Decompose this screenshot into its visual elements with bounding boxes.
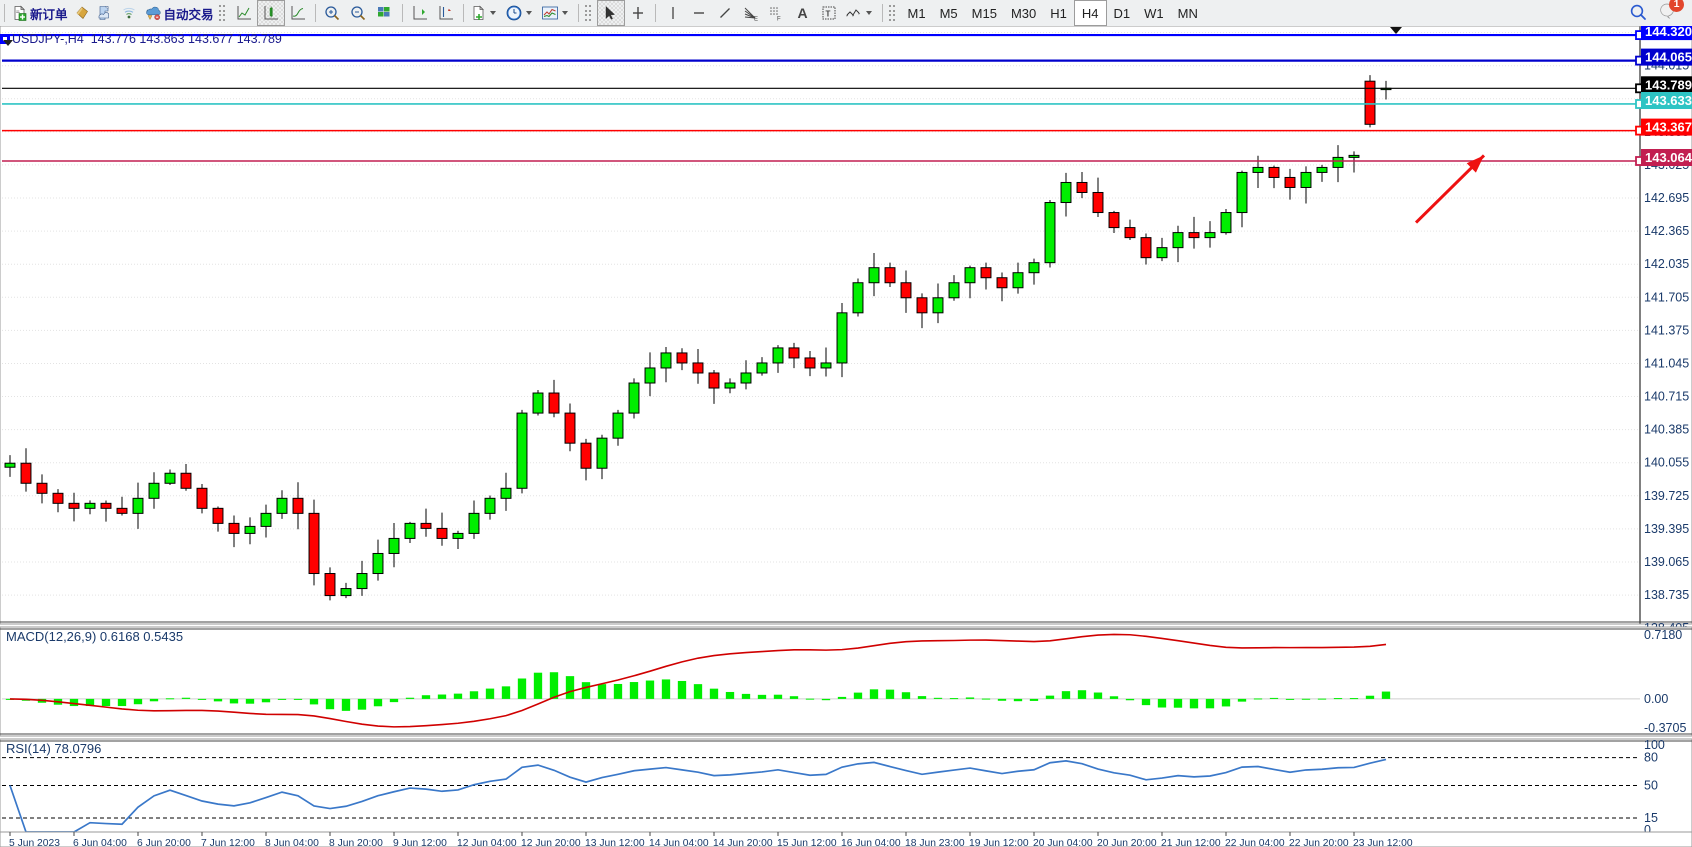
svg-text:140.385: 140.385	[1644, 423, 1689, 437]
svg-text:6 Jun 20:00: 6 Jun 20:00	[137, 838, 191, 847]
svg-text:80: 80	[1644, 751, 1658, 765]
svg-text:RSI(14) 78.0796: RSI(14) 78.0796	[6, 741, 101, 756]
svg-text:143.367: 143.367	[1645, 120, 1692, 135]
svg-text:22 Jun 20:00: 22 Jun 20:00	[1289, 838, 1349, 847]
svg-text:21 Jun 12:00: 21 Jun 12:00	[1161, 838, 1221, 847]
svg-text:0.00: 0.00	[1644, 692, 1668, 706]
svg-text:14 Jun 04:00: 14 Jun 04:00	[649, 838, 709, 847]
svg-text:8 Jun 04:00: 8 Jun 04:00	[265, 838, 319, 847]
svg-text:100: 100	[1644, 738, 1665, 752]
svg-text:139.725: 139.725	[1644, 489, 1689, 503]
svg-text:141.375: 141.375	[1644, 323, 1689, 337]
svg-text:6 Jun 04:00: 6 Jun 04:00	[73, 838, 127, 847]
svg-text:20 Jun 20:00: 20 Jun 20:00	[1097, 838, 1157, 847]
svg-text:144.065: 144.065	[1645, 50, 1692, 65]
svg-text:139.395: 139.395	[1644, 522, 1689, 536]
svg-text:143.064: 143.064	[1645, 150, 1692, 165]
svg-text:19 Jun 12:00: 19 Jun 12:00	[969, 838, 1029, 847]
svg-text:8 Jun 20:00: 8 Jun 20:00	[329, 838, 383, 847]
svg-text:139.065: 139.065	[1644, 555, 1689, 569]
svg-text:23 Jun 12:00: 23 Jun 12:00	[1353, 838, 1413, 847]
svg-text:14 Jun 20:00: 14 Jun 20:00	[713, 838, 773, 847]
svg-text:142.695: 142.695	[1644, 191, 1689, 205]
svg-text:16 Jun 04:00: 16 Jun 04:00	[841, 838, 901, 847]
svg-text:12 Jun 20:00: 12 Jun 20:00	[521, 838, 581, 847]
svg-text:MACD(12,26,9) 0.6168 0.5435: MACD(12,26,9) 0.6168 0.5435	[6, 629, 183, 644]
svg-text:140.055: 140.055	[1644, 456, 1689, 470]
svg-text:5 Jun 2023: 5 Jun 2023	[9, 838, 60, 847]
svg-text:141.705: 141.705	[1644, 290, 1689, 304]
svg-text:15 Jun 12:00: 15 Jun 12:00	[777, 838, 837, 847]
svg-text:12 Jun 04:00: 12 Jun 04:00	[457, 838, 517, 847]
svg-text:7 Jun 12:00: 7 Jun 12:00	[201, 838, 255, 847]
svg-text:141.045: 141.045	[1644, 357, 1689, 371]
svg-text:142.035: 142.035	[1644, 257, 1689, 271]
svg-text:143.633: 143.633	[1645, 93, 1692, 108]
svg-text:T: T	[825, 10, 830, 19]
svg-text:20 Jun 04:00: 20 Jun 04:00	[1033, 838, 1093, 847]
svg-text:18 Jun 23:00: 18 Jun 23:00	[905, 838, 965, 847]
svg-text:9 Jun 12:00: 9 Jun 12:00	[393, 838, 447, 847]
svg-text:F: F	[777, 17, 781, 22]
svg-text:22 Jun 04:00: 22 Jun 04:00	[1225, 838, 1285, 847]
svg-text:0.7180: 0.7180	[1644, 628, 1682, 642]
svg-text:140.715: 140.715	[1644, 390, 1689, 404]
svg-text:-0.3705: -0.3705	[1644, 721, 1686, 735]
svg-text:138.735: 138.735	[1644, 588, 1689, 602]
svg-text:E: E	[754, 17, 758, 22]
svg-text:142.365: 142.365	[1644, 224, 1689, 238]
svg-text:50: 50	[1644, 779, 1658, 793]
svg-text:143.789: 143.789	[1645, 77, 1692, 92]
svg-text:13 Jun 12:00: 13 Jun 12:00	[585, 838, 645, 847]
svg-text:144.320: 144.320	[1645, 26, 1692, 39]
